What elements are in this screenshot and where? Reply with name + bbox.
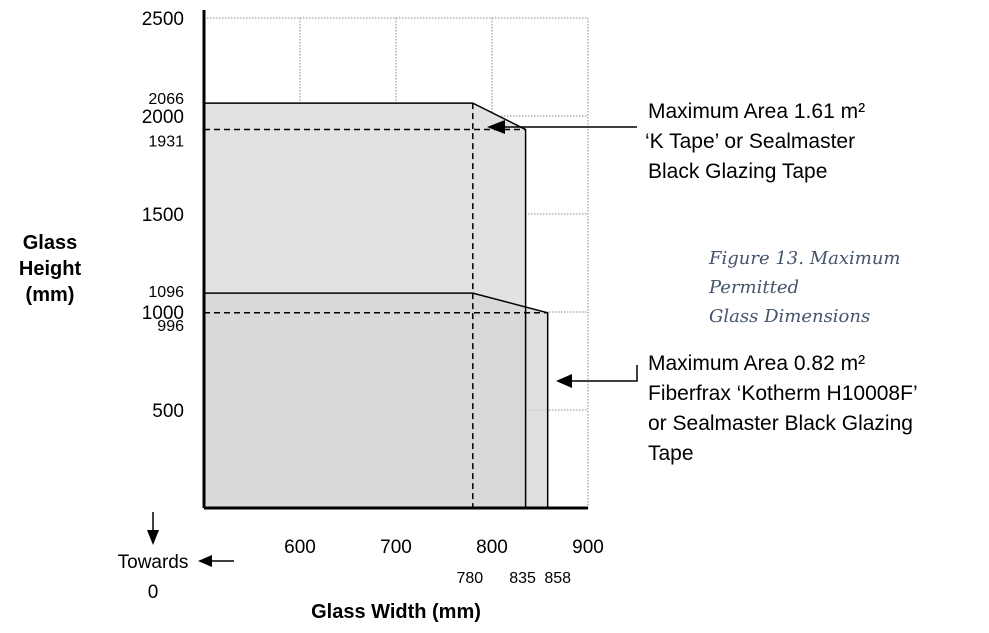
annotation-arrow — [571, 365, 638, 382]
x-marked-label: 780 — [456, 570, 483, 587]
x-marked-label: 858 — [544, 570, 571, 587]
x-tick-label: 700 — [380, 537, 412, 558]
figure-caption: Figure 13. Maximum Permitted Glass Dimen… — [709, 244, 989, 331]
region-outline — [204, 292, 549, 508]
region-area — [204, 293, 548, 508]
towards-zero-label: Towards — [118, 552, 189, 573]
towards-zero-down-arrowhead — [147, 530, 159, 545]
y-marked-label: 996 — [157, 318, 184, 335]
annotation-text: or Sealmaster Black Glazing — [648, 412, 913, 435]
y-axis-title-line: (mm) — [26, 284, 75, 306]
annotation-arrowhead — [487, 120, 505, 134]
caption-line: Figure 13. Maximum Permitted — [709, 248, 901, 298]
annotation-arrowhead — [556, 374, 572, 388]
y-tick-label: 2500 — [142, 9, 184, 30]
annotation-text: Fiberfrax ‘Kotherm H10008F’ — [648, 382, 918, 405]
caption-line: Glass Dimensions — [709, 306, 871, 327]
y-axis-title-line: Height — [19, 258, 82, 280]
y-tick-label: 2000 — [142, 107, 184, 128]
y-tick-label: 1000 — [142, 303, 184, 324]
annotation-text: Maximum Area 0.82 m² — [648, 352, 865, 375]
y-tick-label: 1500 — [142, 205, 184, 226]
x-tick-label: 800 — [476, 537, 508, 558]
y-marked-label: 1931 — [148, 134, 184, 151]
x-tick-label: 900 — [572, 537, 604, 558]
annotation-text: Tape — [648, 442, 694, 465]
y-axis-title-line: Glass — [23, 232, 77, 254]
y-marked-label: 1096 — [148, 284, 184, 301]
annotation-text: ‘K Tape’ or Sealmaster — [645, 130, 855, 153]
y-marked-label: 2066 — [148, 91, 184, 108]
x-tick-label: 600 — [284, 537, 316, 558]
annotation-text: Black Glazing Tape — [648, 160, 827, 183]
annotation-text: Maximum Area 1.61 m² — [648, 100, 865, 123]
towards-zero-label: 0 — [148, 582, 159, 603]
region-outline — [204, 102, 527, 508]
y-tick-label: 500 — [152, 401, 184, 422]
x-marked-label: 835 — [509, 570, 536, 587]
towards-zero-left-arrowhead — [198, 555, 212, 567]
x-axis-title: Glass Width (mm) — [311, 601, 481, 623]
